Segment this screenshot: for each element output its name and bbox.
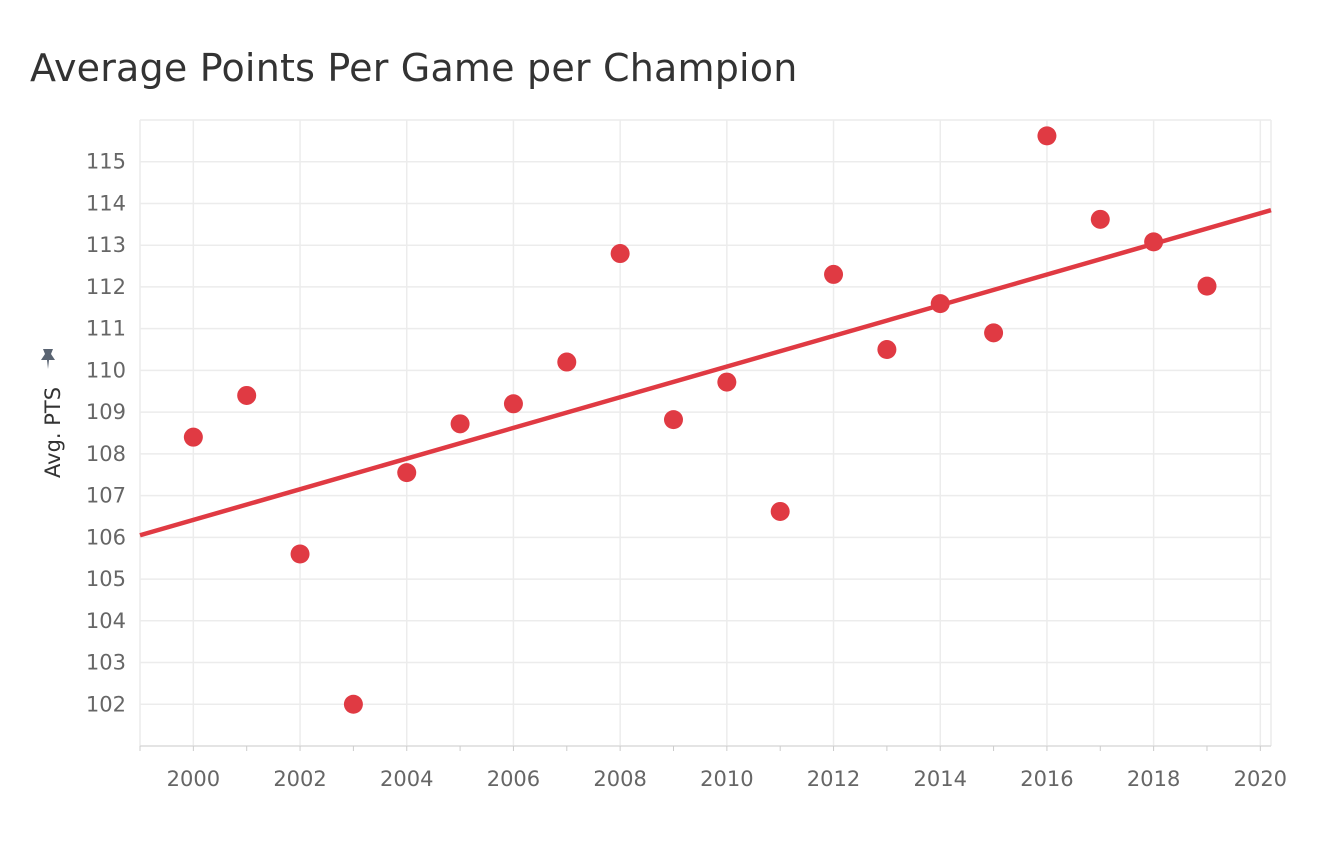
trendline-layer [139,207,1272,538]
y-tick-label: 113 [86,233,126,257]
y-tick-label: 108 [86,442,126,466]
y-tick-label: 103 [86,651,126,675]
pin-icon[interactable] [41,349,55,369]
x-tick-label: 2016 [1020,767,1073,791]
y-tick-label: 107 [86,484,126,508]
x-tick-label: 2014 [914,767,967,791]
data-point[interactable] [610,244,630,264]
data-point[interactable] [343,694,363,714]
x-tick-label: 2018 [1127,767,1180,791]
data-point[interactable] [503,394,523,414]
data-point[interactable] [1144,232,1164,252]
data-point[interactable] [717,372,737,392]
data-point[interactable] [237,385,257,405]
x-tick-label: 2006 [487,767,540,791]
data-point[interactable] [930,294,950,314]
chart-title: Average Points Per Game per Champion [30,46,798,90]
y-tick-label: 104 [86,609,126,633]
x-tick-label: 2000 [167,767,220,791]
x-tick-label: 2020 [1234,767,1287,791]
data-point[interactable] [984,323,1004,343]
data-point[interactable] [770,501,790,521]
x-tick-label: 2004 [380,767,433,791]
data-point[interactable] [557,352,577,372]
y-tick-label: 110 [86,358,126,382]
x-tick-label: 2010 [700,767,753,791]
data-point[interactable] [824,264,844,284]
y-tick-label: 115 [86,150,126,174]
x-tick-label: 2012 [807,767,860,791]
points-layer [183,126,1217,714]
trend-line[interactable] [139,207,1272,538]
data-point[interactable] [183,427,203,447]
data-point[interactable] [1090,209,1110,229]
data-point[interactable] [1037,126,1057,146]
x-tick-label: 2002 [273,767,326,791]
data-point[interactable] [1197,276,1217,296]
data-point[interactable] [663,410,683,430]
x-tick-label: 2008 [593,767,646,791]
y-tick-label: 111 [86,317,126,341]
y-tick-label: 112 [86,275,126,299]
y-tick-label: 109 [86,400,126,424]
x-axis-ticks: 2000 2002 2004 2006 2008 2010 2012 2014 2016 2018… [167,767,1287,791]
y-tick-label: 114 [86,191,126,215]
data-point[interactable] [290,544,310,564]
y-axis-title-group: Avg. PTS [41,349,65,478]
y-axis-title: Avg. PTS [41,387,65,478]
data-point[interactable] [450,414,470,434]
axis-frame [139,119,1272,751]
y-tick-label: 106 [86,525,126,549]
y-axis-ticks: 102 103 104 105 106 107 108 109 110 111 112 113 114 1… [86,150,126,717]
data-point[interactable] [877,340,897,360]
y-tick-label: 102 [86,692,126,716]
data-point[interactable] [397,463,417,483]
y-tick-label: 105 [86,567,126,591]
